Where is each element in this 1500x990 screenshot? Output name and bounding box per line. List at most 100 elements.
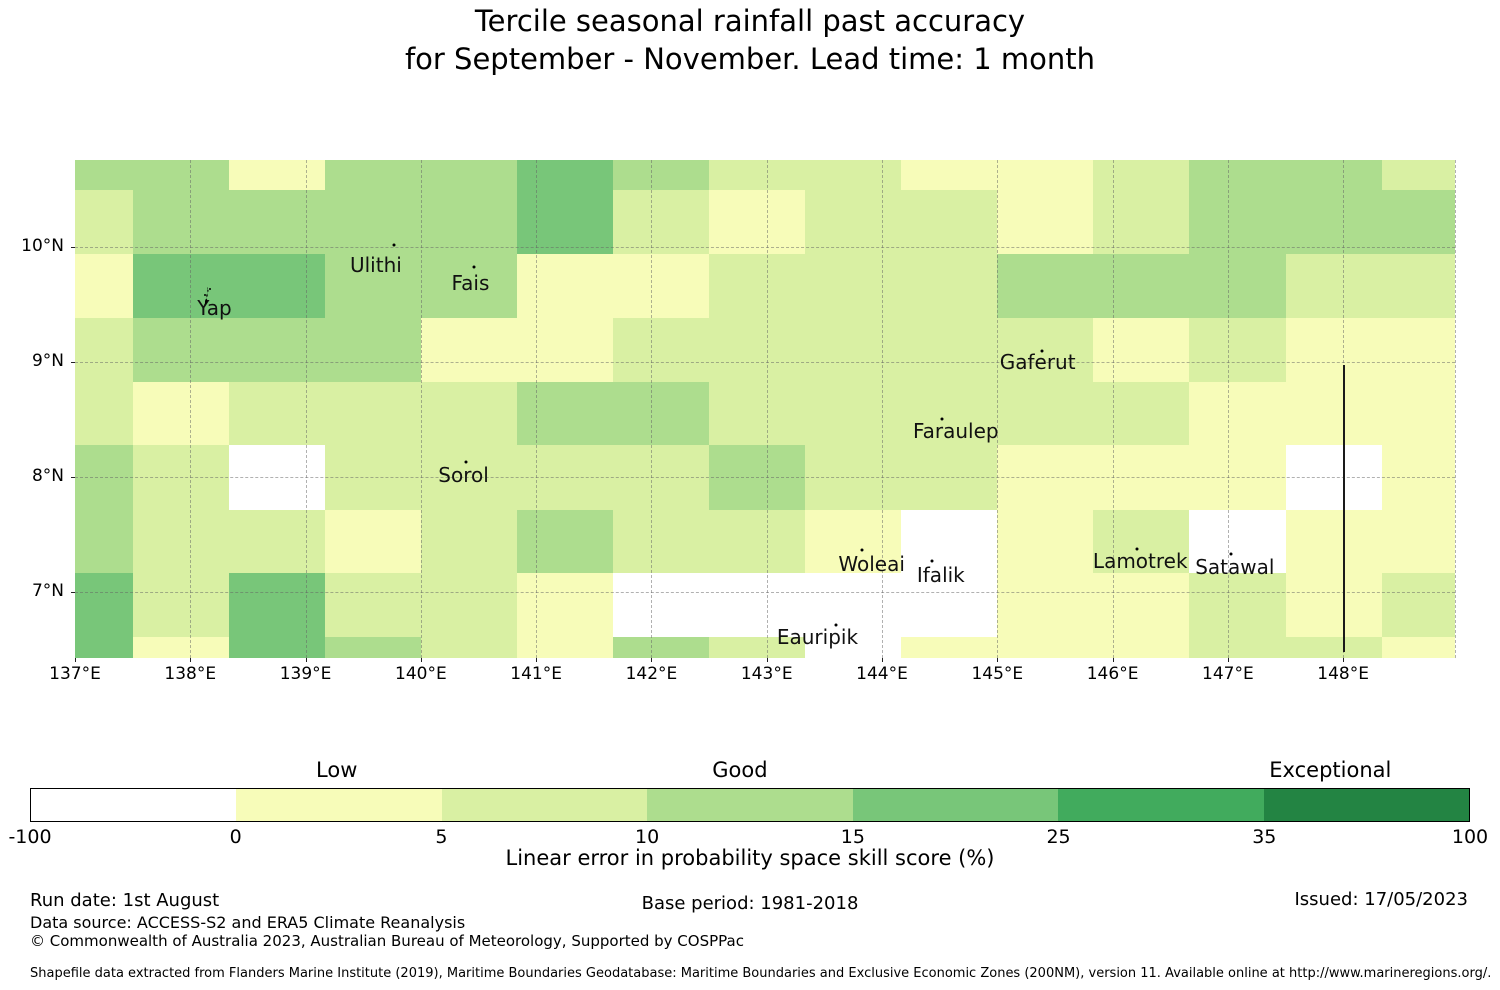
heatmap-cell — [1285, 572, 1383, 638]
heatmap-cell — [1093, 637, 1190, 659]
y-tick-mark — [71, 477, 75, 479]
colorbar — [30, 788, 1470, 822]
heatmap-cell — [75, 160, 134, 191]
heatmap-cell — [901, 254, 998, 319]
island-marker-dot — [930, 559, 934, 563]
heatmap-cell — [613, 509, 710, 574]
issued-date-text: Issued: 17/05/2023 — [1294, 889, 1468, 910]
heatmap-cell — [709, 509, 806, 574]
x-tick-mark — [420, 658, 422, 662]
colorbar-tick-label: 5 — [435, 826, 448, 848]
colorbar-tick-label: 35 — [1252, 826, 1277, 848]
heatmap-cell — [132, 317, 230, 383]
heatmap-cell — [805, 572, 902, 638]
island-label: Ifalik — [916, 563, 965, 588]
heatmap-cell — [709, 381, 806, 446]
heatmap-cell — [1189, 160, 1287, 191]
heatmap-cell — [324, 254, 422, 319]
heatmap-cell — [1093, 160, 1190, 191]
x-tick-mark — [882, 658, 884, 662]
heatmap-cell — [1189, 637, 1287, 659]
heatmap-cell — [1189, 189, 1287, 255]
heatmap-cell — [516, 381, 614, 446]
heatmap-cell — [901, 160, 998, 191]
heatmap-cell — [75, 254, 134, 319]
heatmap-cell — [805, 637, 902, 659]
heatmap-cell — [324, 317, 422, 383]
y-tick-mark — [71, 247, 75, 249]
heatmap-cell — [901, 572, 998, 638]
heatmap-cell — [1381, 317, 1456, 383]
heatmap-plot-area: Yap Ulithi Fais Sorol Gaferut Faraulep Woleai I… — [75, 160, 1456, 659]
x-tick-label: 137°E — [49, 664, 101, 684]
colorbar-segment — [647, 789, 853, 821]
heatmap-cell — [805, 189, 902, 255]
heatmap-cell — [1285, 317, 1383, 383]
heatmap-cell — [75, 189, 134, 255]
x-tick-mark — [651, 658, 653, 662]
heatmap-cell — [75, 381, 134, 446]
colorbar-tick-label: 0 — [229, 826, 242, 848]
heatmap-cell — [420, 189, 518, 255]
heatmap-cell — [1381, 509, 1456, 574]
heatmap-cell — [516, 254, 614, 319]
colorbar-tick-label: 100 — [1451, 826, 1489, 848]
x-tick-label: 143°E — [740, 664, 793, 684]
island-label: Sorol — [438, 463, 489, 488]
heatmap-cell — [324, 160, 422, 191]
gridline-vertical — [1227, 160, 1229, 658]
y-tick-mark — [71, 362, 75, 364]
heatmap-cell — [1381, 189, 1456, 255]
island-marker-dot — [940, 417, 944, 421]
heatmap-cell — [1381, 381, 1456, 446]
heatmap-cell — [613, 637, 710, 659]
heatmap-cell — [132, 509, 230, 574]
island-marker-dot — [1135, 547, 1139, 551]
island-label: Lamotrek — [1092, 549, 1188, 574]
colorbar-segment — [31, 789, 237, 821]
heatmap-cell — [516, 189, 614, 255]
heatmap-cell — [132, 381, 230, 446]
heatmap-cell — [997, 509, 1094, 574]
heatmap-cell — [1093, 572, 1190, 638]
gridline-horizontal — [75, 362, 1455, 364]
heatmap-cell — [1189, 572, 1287, 638]
island-marker-dot — [472, 265, 476, 269]
heatmap-cell — [1093, 189, 1190, 255]
heatmap-cell — [420, 509, 518, 574]
x-tick-mark — [190, 658, 192, 662]
heatmap-cell — [1189, 509, 1287, 574]
gridline-vertical — [882, 160, 884, 658]
heatmap-cell — [516, 160, 614, 191]
x-tick-mark — [75, 658, 76, 662]
heatmap-cell — [805, 381, 902, 446]
heatmap-cell — [1285, 160, 1383, 191]
island-label: Ulithi — [349, 252, 402, 277]
gridline-vertical — [420, 160, 422, 658]
x-tick-mark — [1343, 658, 1345, 662]
data-source-text: Data source: ACCESS-S2 and ERA5 Climate … — [30, 913, 466, 932]
colorbar-segment — [236, 789, 442, 821]
heatmap-cell — [613, 189, 710, 255]
heatmap-cell — [1381, 160, 1456, 191]
gridline-vertical — [305, 160, 307, 658]
heatmap-cell — [997, 254, 1094, 319]
heatmap-cell — [75, 637, 134, 659]
gridline-horizontal — [75, 247, 1455, 249]
copyright-text: © Commonwealth of Australia 2023, Austra… — [30, 932, 744, 950]
heatmap-cell — [228, 160, 326, 191]
y-tick-label: 8°N — [31, 466, 64, 487]
heatmap-cell — [709, 317, 806, 383]
colorbar-tick-label: 25 — [1046, 826, 1071, 848]
heatmap-cell — [1093, 381, 1190, 446]
heatmap-cell — [228, 572, 326, 638]
eez-boundary-line — [1343, 364, 1346, 653]
y-tick-label: 7°N — [31, 581, 64, 602]
heatmap-cell — [516, 637, 614, 659]
gridline-vertical — [997, 160, 999, 658]
colorbar-tick-label: 15 — [840, 826, 865, 848]
colorbar-tick-label: -100 — [8, 826, 52, 848]
heatmap-cell — [1285, 637, 1383, 659]
heatmap-cell — [324, 381, 422, 446]
